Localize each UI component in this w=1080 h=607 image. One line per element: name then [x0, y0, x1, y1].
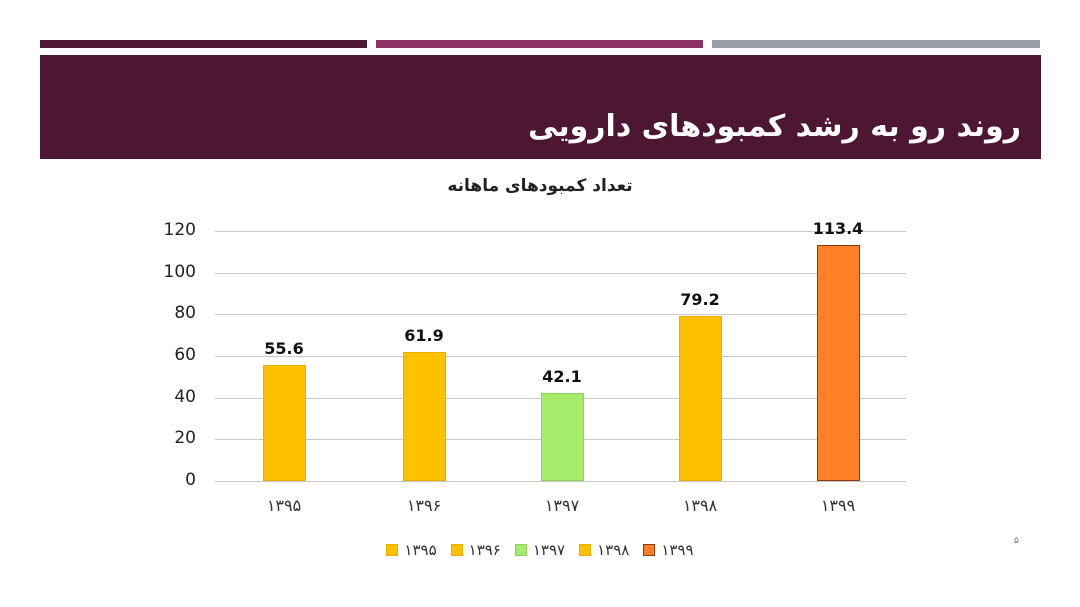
bar-value-label: 113.4 — [812, 218, 864, 238]
legend-swatch-icon — [514, 544, 527, 556]
legend-swatch-icon — [386, 544, 399, 556]
y-axis-tick-label: 80 — [174, 303, 196, 324]
page-number: ۵ — [1014, 536, 1019, 546]
bar-0 — [262, 365, 306, 481]
legend-label: ۱۳۹۹ — [661, 541, 694, 559]
y-axis-tick-label: 60 — [174, 345, 196, 365]
x-axis-tick-label: ۱۳۹۵ — [266, 496, 302, 515]
gridline — [215, 272, 906, 274]
y-axis-tick-label: 20 — [174, 428, 196, 449]
chart-legend: ۱۳۹۵ ۱۳۹۶ ۱۳۹۷ ۱۳۹۸ ۱۳۹۹ — [0, 541, 1080, 559]
separator-bar-gray — [712, 40, 1040, 48]
x-axis-tick-label: ۱۳۹۸ — [682, 496, 718, 515]
bar-value-label: 61.9 — [404, 326, 444, 346]
y-axis-tick-label: 100 — [163, 261, 196, 282]
y-axis-tick-label: 0 — [185, 470, 196, 490]
chart-title: تعداد کمبودهای ماهانه — [447, 176, 633, 196]
x-axis-tick-label: ۱۳۹۹ — [820, 496, 856, 515]
legend-item: ۱۳۹۷ — [514, 541, 566, 559]
gridline — [215, 231, 906, 232]
gridline — [215, 481, 906, 482]
slide-title: روند رو به رشد کمبودهای دارویی — [528, 109, 1021, 144]
legend-label: ۱۳۹۶ — [468, 541, 501, 559]
separator-bar-dark — [40, 40, 367, 48]
bar-1 — [402, 352, 446, 481]
legend-item: ۱۳۹۸ — [579, 541, 629, 559]
legend-item: ۱۳۹۵ — [386, 541, 437, 559]
bar-3 — [678, 316, 722, 481]
bar-2 — [540, 393, 584, 481]
legend-swatch-icon — [450, 544, 463, 556]
bar-value-label: 55.6 — [264, 339, 304, 359]
y-axis-tick-label: 40 — [174, 386, 196, 407]
legend-label: ۱۳۹۷ — [532, 541, 566, 559]
bar-value-label: 42.1 — [542, 367, 582, 387]
separator-bar-magenta — [376, 40, 703, 48]
legend-swatch-icon — [579, 544, 592, 556]
legend-swatch-icon — [643, 544, 656, 556]
x-axis-tick-label: ۱۳۹۶ — [406, 496, 442, 515]
legend-label: ۱۳۹۸ — [597, 541, 630, 559]
gridline — [215, 356, 906, 357]
legend-item: ۱۳۹۹ — [643, 541, 694, 559]
bar-value-label: 79.2 — [680, 290, 720, 309]
bar-4 — [816, 244, 860, 481]
gridline — [215, 314, 906, 316]
legend-label: ۱۳۹۵ — [404, 541, 437, 559]
x-axis-tick-label: ۱۳۹۷ — [544, 496, 580, 515]
y-axis-tick-label: 120 — [163, 220, 196, 240]
slide-header: روند رو به رشد کمبودهای دارویی — [40, 55, 1041, 159]
legend-item: ۱۳۹۶ — [450, 541, 501, 559]
